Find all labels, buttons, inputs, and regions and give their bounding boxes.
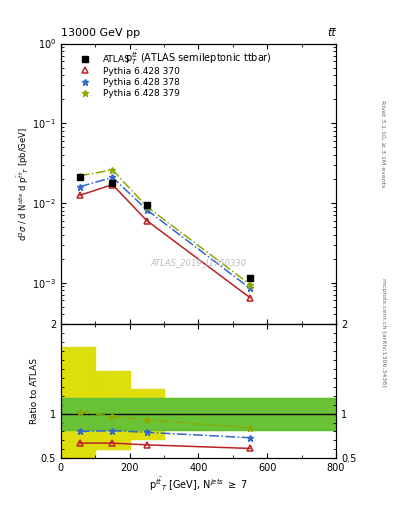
Text: ATLAS_2019_I1750330: ATLAS_2019_I1750330 bbox=[151, 258, 246, 267]
Pythia 6.428 378 bbox=[110, 174, 115, 180]
Line: Pythia 6.428 370: Pythia 6.428 370 bbox=[76, 181, 253, 301]
Text: p$_T^{t\bar{t}}$ (ATLAS semileptonic ttbar): p$_T^{t\bar{t}}$ (ATLAS semileptonic ttb… bbox=[125, 49, 272, 68]
Text: mcplots.cern.ch [arXiv:1306.3436]: mcplots.cern.ch [arXiv:1306.3436] bbox=[381, 279, 386, 387]
ATLAS bbox=[248, 275, 252, 281]
Text: 13000 GeV pp: 13000 GeV pp bbox=[61, 28, 140, 38]
Y-axis label: d$^2\sigma$ / d N$^{obs}$ d p$^{\bar{t}t{}}$$_T$ [pb/GeV]: d$^2\sigma$ / d N$^{obs}$ d p$^{\bar{t}t… bbox=[15, 127, 31, 241]
Pythia 6.428 370 bbox=[248, 294, 252, 301]
Y-axis label: Ratio to ATLAS: Ratio to ATLAS bbox=[30, 358, 39, 424]
Pythia 6.428 370 bbox=[145, 218, 149, 224]
Pythia 6.428 379 bbox=[77, 173, 82, 179]
Pythia 6.428 379 bbox=[110, 167, 115, 173]
Pythia 6.428 378 bbox=[248, 285, 252, 291]
Pythia 6.428 370 bbox=[110, 182, 115, 188]
Text: Rivet 3.1.10, ≥ 3.1M events: Rivet 3.1.10, ≥ 3.1M events bbox=[381, 100, 386, 187]
Pythia 6.428 379 bbox=[248, 282, 252, 288]
Pythia 6.428 378 bbox=[145, 207, 149, 213]
ATLAS bbox=[110, 180, 115, 186]
ATLAS bbox=[145, 202, 149, 208]
ATLAS bbox=[77, 174, 82, 180]
Line: Pythia 6.428 378: Pythia 6.428 378 bbox=[76, 174, 253, 292]
Legend: ATLAS, Pythia 6.428 370, Pythia 6.428 378, Pythia 6.428 379: ATLAS, Pythia 6.428 370, Pythia 6.428 37… bbox=[73, 54, 181, 100]
Pythia 6.428 378 bbox=[77, 184, 82, 190]
Line: ATLAS: ATLAS bbox=[77, 174, 253, 281]
Line: Pythia 6.428 379: Pythia 6.428 379 bbox=[76, 166, 253, 288]
Pythia 6.428 379 bbox=[145, 204, 149, 210]
X-axis label: p$^{t\bar{t}}$$_T$ [GeV], N$^{jets}$ $\geq$ 7: p$^{t\bar{t}}$$_T$ [GeV], N$^{jets}$ $\g… bbox=[149, 476, 248, 493]
Text: tt̅: tt̅ bbox=[327, 28, 336, 38]
Pythia 6.428 370 bbox=[77, 192, 82, 198]
